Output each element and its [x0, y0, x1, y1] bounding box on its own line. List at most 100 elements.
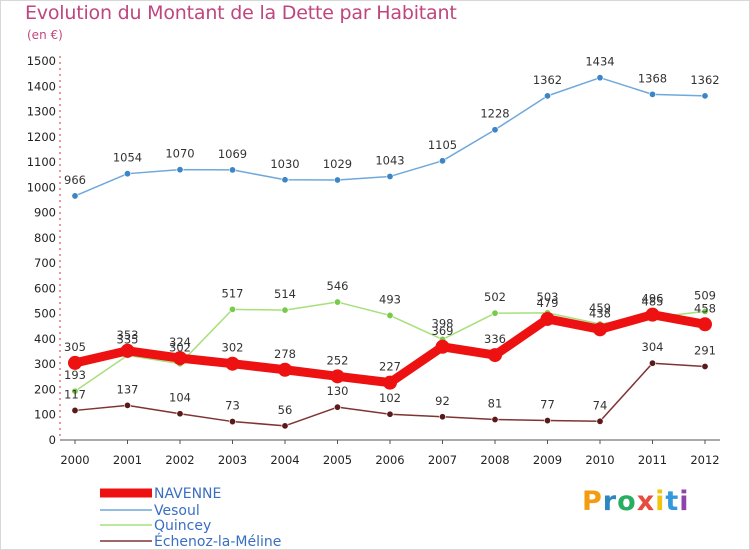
data-point: [281, 422, 289, 430]
x-tick-label: 2001: [113, 453, 142, 467]
data-point: [491, 309, 499, 317]
data-label: 966: [64, 173, 86, 187]
x-tick-label: 2008: [480, 453, 509, 467]
data-label: 493: [379, 292, 401, 306]
data-point: [540, 311, 555, 326]
data-point: [438, 413, 446, 421]
data-point: [333, 298, 341, 306]
data-point: [281, 306, 289, 314]
data-point: [435, 339, 450, 354]
data-point: [645, 307, 660, 322]
legend-label: Quincey: [154, 518, 211, 534]
data-point: [225, 356, 240, 371]
data-point: [543, 417, 551, 425]
data-label: 503: [537, 290, 559, 304]
data-label: 335: [117, 332, 139, 346]
data-label: 137: [117, 382, 139, 396]
data-label: 438: [589, 306, 611, 320]
data-point: [71, 406, 79, 414]
x-tick-label: 2009: [533, 453, 562, 467]
data-point: [438, 157, 446, 165]
data-label: 1368: [638, 71, 667, 85]
data-point: [173, 351, 187, 366]
data-label: 1070: [165, 147, 194, 161]
data-label: 1362: [690, 73, 719, 87]
y-tick-label: 100: [34, 408, 56, 422]
data-point: [596, 417, 604, 425]
y-tick-label: 400: [34, 332, 56, 346]
data-label: 77: [540, 398, 555, 412]
data-point: [124, 401, 132, 409]
data-label: 369: [432, 324, 454, 338]
data-label: 56: [278, 403, 293, 417]
data-point: [386, 311, 394, 319]
data-label: 1434: [585, 55, 614, 69]
x-tick-label: 2012: [690, 453, 719, 467]
data-point: [383, 375, 397, 390]
axes: 0 100 200 300 400 500 600 700 800 900 1000 1100 1200…: [27, 54, 720, 467]
data-point: [488, 348, 502, 363]
data-label: 353: [117, 328, 139, 342]
data-point: [648, 359, 656, 367]
data-point: [491, 126, 499, 134]
data-point: [701, 92, 709, 100]
data-point: [333, 176, 341, 184]
data-point: [698, 317, 712, 332]
data-point: [701, 307, 709, 315]
x-tick-label: 2000: [60, 453, 89, 467]
data-point: [71, 192, 79, 200]
data-label: 1105: [428, 138, 457, 152]
x-tick-label: 2006: [375, 453, 404, 467]
data-label: 1030: [270, 157, 299, 171]
data-label: 302: [169, 341, 191, 355]
data-label: 304: [642, 340, 664, 354]
data-point: [543, 92, 551, 100]
y-tick-label: 1100: [27, 155, 56, 169]
data-label: 546: [327, 279, 349, 293]
x-tick-label: 2005: [323, 453, 352, 467]
x-tick-label: 2002: [165, 453, 194, 467]
y-tick-label: 1400: [27, 79, 56, 93]
data-label: 509: [694, 288, 716, 302]
data-point: [701, 362, 709, 370]
data-point: [229, 418, 237, 426]
data-point: [124, 170, 132, 178]
x-tick-label: 2010: [585, 453, 614, 467]
data-point: [68, 355, 82, 370]
data-label: 74: [593, 398, 608, 412]
data-label: 130: [327, 384, 349, 398]
data-label: 458: [694, 301, 716, 315]
data-point: [176, 410, 184, 418]
series-points: [68, 74, 712, 430]
data-label: 278: [274, 347, 296, 361]
data-label: 502: [484, 290, 506, 304]
y-tick-label: 900: [34, 206, 56, 220]
chart-title: Evolution du Montant de la Dette par Hab…: [25, 2, 457, 24]
data-label: 1054: [113, 151, 142, 165]
y-tick-label: 200: [34, 382, 56, 396]
data-point: [281, 176, 289, 184]
brand-logo: Proxiti: [582, 486, 690, 517]
data-label: 1069: [218, 147, 247, 161]
data-point: [648, 90, 656, 98]
data-point: [278, 362, 292, 377]
data-label: 104: [169, 391, 191, 405]
data-point: [386, 410, 394, 418]
data-point: [176, 166, 184, 174]
data-label: 117: [64, 387, 86, 401]
y-tick-label: 500: [34, 307, 56, 321]
data-label: 324: [169, 335, 191, 349]
data-label: 1362: [533, 73, 562, 87]
data-label: 305: [64, 340, 86, 354]
data-label: 92: [435, 394, 450, 408]
y-tick-label: 1300: [27, 105, 56, 119]
data-label: 1029: [323, 157, 352, 171]
data-label: 1228: [480, 107, 509, 121]
legend-label: Échenoz-la-Méline: [154, 533, 281, 550]
data-label: 496: [642, 292, 664, 306]
data-label: 517: [222, 286, 244, 300]
y-tick-label: 300: [34, 357, 56, 371]
